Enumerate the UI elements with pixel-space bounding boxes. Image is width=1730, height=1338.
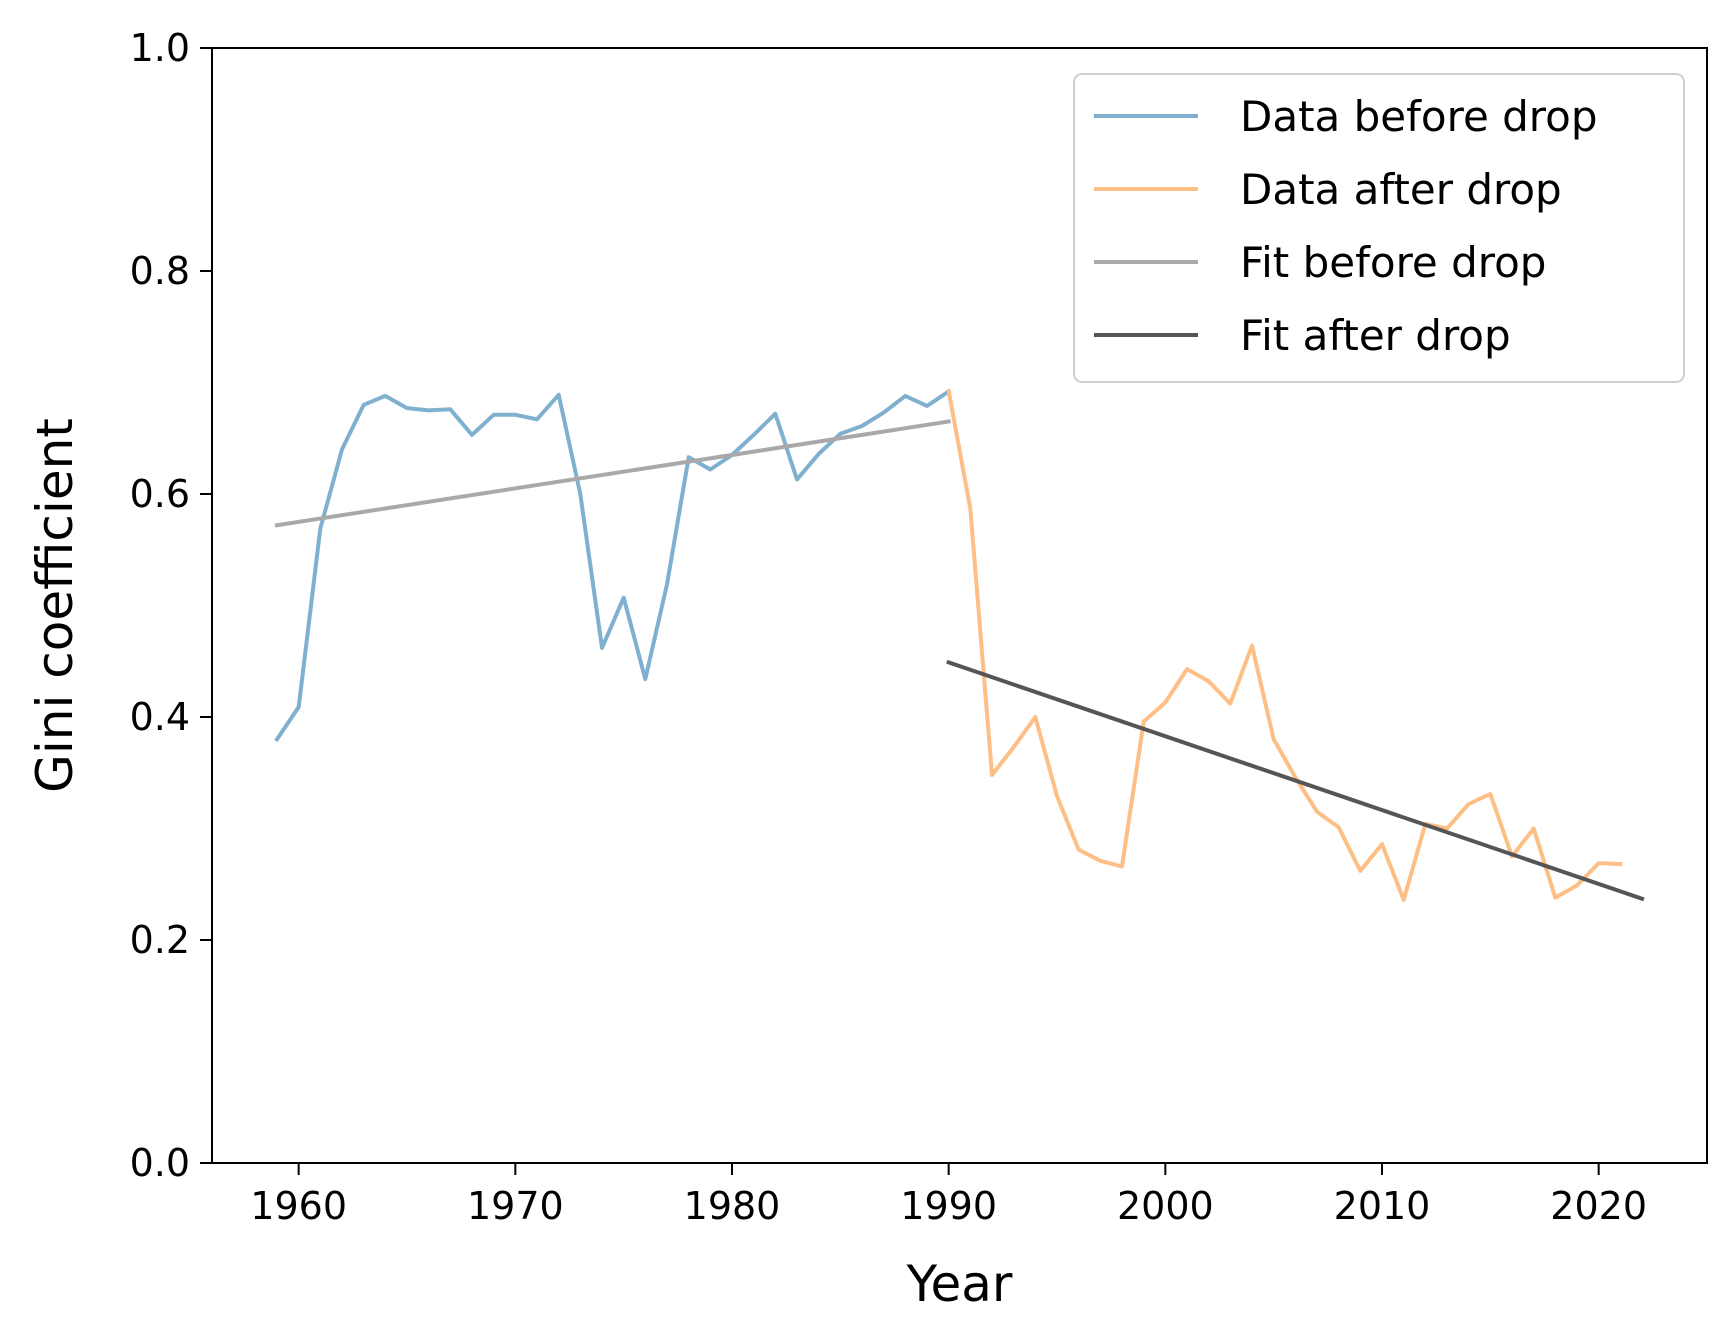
y-axis-title: Gini coefficient bbox=[26, 418, 84, 793]
x-tick-label: 1980 bbox=[684, 1184, 781, 1228]
x-axis: 1960 1970 1980 1990 2000 2010 2020 bbox=[250, 1163, 1647, 1228]
legend-label: Fit after drop bbox=[1240, 311, 1511, 360]
x-tick-label: 2010 bbox=[1334, 1184, 1431, 1228]
x-tick-label: 2020 bbox=[1550, 1184, 1647, 1228]
plot-frame bbox=[211, 47, 1708, 1164]
plot-lines bbox=[274, 388, 1645, 902]
legend-label: Data before drop bbox=[1240, 92, 1598, 141]
series-line-4 bbox=[946, 659, 1645, 902]
y-tick-label: 0.6 bbox=[130, 472, 190, 516]
legend: Data before drop Data after drop Fit befor… bbox=[1073, 73, 1685, 383]
legend-label: Fit before drop bbox=[1240, 238, 1546, 287]
series-line-1 bbox=[274, 388, 952, 743]
y-axis: 0.0 0.2 0.4 0.6 0.8 1.0 bbox=[130, 26, 212, 1185]
x-tick-label: 2000 bbox=[1117, 1184, 1214, 1228]
y-tick-label: 0.0 bbox=[130, 1141, 190, 1185]
x-tick-label: 1960 bbox=[250, 1184, 347, 1228]
y-tick-label: 0.2 bbox=[130, 918, 190, 962]
y-tick-label: 0.4 bbox=[130, 695, 190, 739]
series-line-3 bbox=[274, 419, 951, 528]
x-tick-label: 1970 bbox=[467, 1184, 564, 1228]
legend-label: Data after drop bbox=[1240, 165, 1562, 214]
y-tick-label: 0.8 bbox=[130, 249, 190, 293]
x-axis-title: Year bbox=[906, 1255, 1013, 1313]
legend-box bbox=[1073, 73, 1685, 383]
y-tick-label: 1.0 bbox=[130, 26, 190, 70]
x-tick-label: 1990 bbox=[900, 1184, 997, 1228]
series-line-2 bbox=[946, 389, 1623, 902]
